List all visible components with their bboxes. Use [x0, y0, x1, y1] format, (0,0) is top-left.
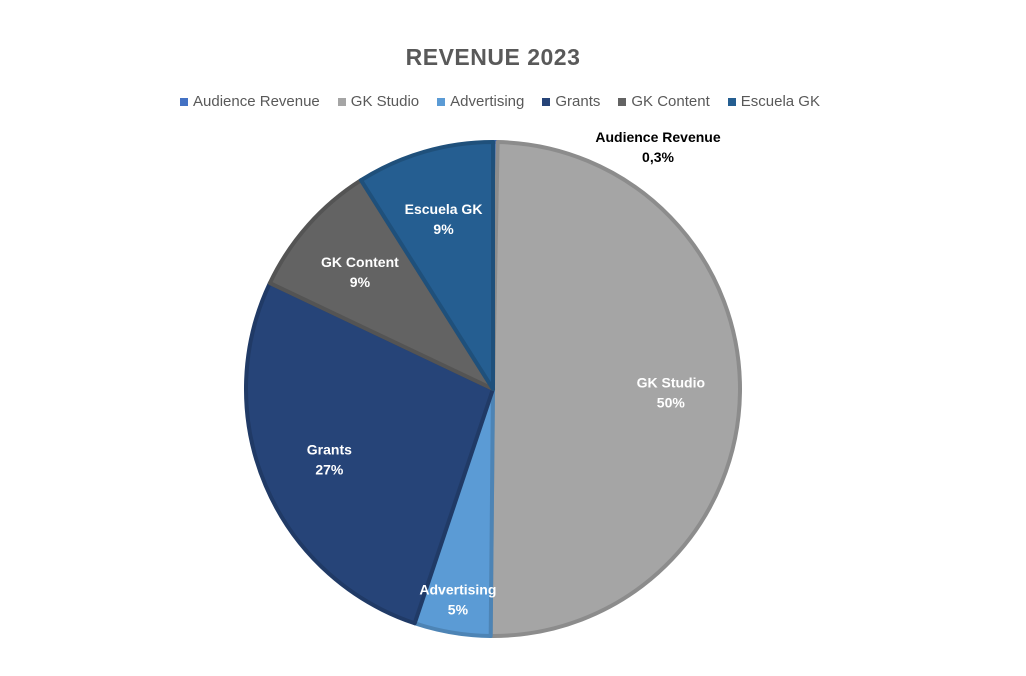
- legend-label-gk-content: GK Content: [631, 93, 710, 110]
- legend-swatch-advertising: [437, 97, 446, 106]
- legend-item-gk-content: GK Content: [618, 93, 710, 110]
- legend-swatch-gk-studio: [337, 97, 346, 106]
- slice-label-value-grants: 27%: [315, 462, 344, 478]
- legend-swatch-gk-content: [618, 97, 627, 106]
- slice-label-value-audience-revenue: 0,3%: [642, 149, 674, 165]
- legend-label-gk-studio: GK Studio: [350, 93, 420, 110]
- legend-item-gk-studio: GK Studio: [337, 93, 420, 110]
- slice-label-value-gk-studio: 50%: [657, 395, 686, 411]
- slice-label-name-grants: Grants: [307, 442, 352, 458]
- pie-slice-gk-content: [267, 178, 495, 391]
- slice-label-name-gk-studio: GK Studio: [637, 375, 705, 391]
- legend-label-escuela-gk: Escuela GK: [740, 93, 820, 110]
- legend-item-escuela-gk: Escuela GK: [727, 93, 820, 110]
- legend-swatch-escuela-gk: [727, 97, 736, 106]
- slice-label-name-advertising: Advertising: [419, 581, 496, 597]
- legend-swatch-audience-revenue: [180, 97, 189, 106]
- legend-swatch-grants: [542, 97, 551, 106]
- slice-label-name-escuela-gk: Escuela GK: [405, 201, 483, 217]
- pie-slice-grants: [244, 281, 495, 626]
- slice-label-name-audience-revenue: Audience Revenue: [595, 129, 720, 145]
- legend-item-grants: Grants: [542, 93, 600, 110]
- pie-slice-escuela-gk: [359, 140, 495, 391]
- legend-item-advertising: Advertising: [437, 93, 524, 110]
- legend-label-advertising: Advertising: [450, 93, 525, 110]
- legend: Audience Revenue GK Studio Advertising Gran…: [0, 93, 1000, 110]
- slice-label-value-gk-content: 9%: [350, 274, 371, 290]
- legend-label-audience-revenue: Audience Revenue: [193, 93, 320, 110]
- legend-item-audience-revenue: Audience Revenue: [180, 93, 320, 110]
- slice-label-name-gk-content: GK Content: [321, 254, 399, 270]
- pie-slice-gk-studio: [488, 140, 742, 638]
- chart-title: REVENUE 2023: [405, 44, 581, 70]
- slice-label-value-escuela-gk: 9%: [433, 221, 454, 237]
- legend-label-grants: Grants: [555, 93, 601, 110]
- slice-label-value-advertising: 5%: [448, 601, 469, 617]
